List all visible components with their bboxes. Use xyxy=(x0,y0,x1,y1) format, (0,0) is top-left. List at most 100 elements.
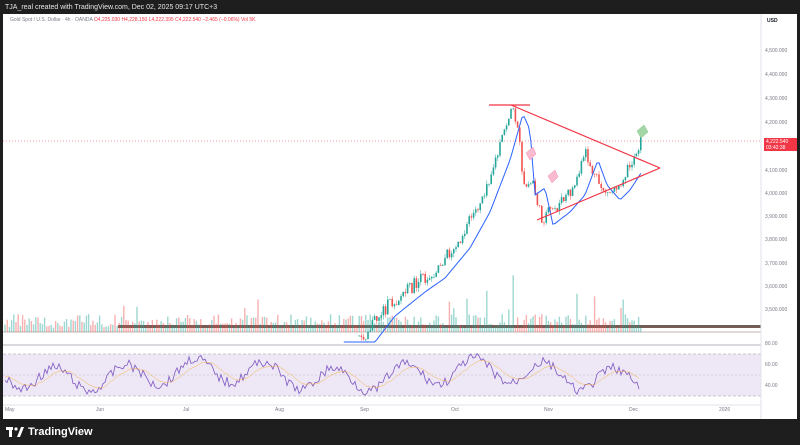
volume-bar xyxy=(96,322,99,332)
volume-bar xyxy=(266,317,268,332)
candle-body xyxy=(521,141,523,172)
candle-body xyxy=(514,108,517,122)
volume-bar xyxy=(118,323,121,332)
candle-body xyxy=(530,183,532,185)
volume-bar xyxy=(26,324,28,332)
price-tick: 4,100.000 xyxy=(765,168,788,174)
volume-bar xyxy=(329,314,332,332)
rsi-tick: 80.00 xyxy=(765,341,778,347)
candle-body xyxy=(395,304,398,305)
volume-bar xyxy=(618,327,620,332)
candles xyxy=(358,104,642,342)
volume-bar xyxy=(4,324,6,332)
volume-bar xyxy=(63,321,66,332)
candle-body xyxy=(479,203,481,211)
volume-bar xyxy=(149,327,151,332)
tradingview-logo[interactable]: TradingView xyxy=(6,425,93,439)
volume-bar xyxy=(59,325,61,332)
rsi-tick: 60.00 xyxy=(765,362,778,368)
candle-body xyxy=(497,155,499,158)
volume-bar xyxy=(235,322,237,332)
candle-body xyxy=(589,162,591,167)
candle-body xyxy=(637,150,640,154)
volume-bar xyxy=(593,296,596,332)
volume-bar xyxy=(98,315,101,332)
rsi-line xyxy=(4,352,640,396)
price-plot[interactable] xyxy=(3,14,797,419)
volume-bar xyxy=(505,326,508,332)
volume-bar xyxy=(327,321,330,332)
volume-bar xyxy=(409,324,411,332)
volume-bar xyxy=(483,317,486,332)
candle-body xyxy=(549,207,552,209)
volume-bar xyxy=(321,320,323,332)
volume-bar xyxy=(431,325,433,332)
volume-bar xyxy=(57,323,59,332)
volume-bar xyxy=(435,315,437,332)
symbol-legend[interactable]: Gold Spot / U.S. Dollar · 4h · OANDA O4,… xyxy=(10,17,255,23)
volume-bar xyxy=(354,324,356,332)
volume-bar xyxy=(41,324,44,332)
volume-bar xyxy=(446,327,448,332)
volume-bar xyxy=(140,320,143,332)
volume-bar xyxy=(274,322,277,332)
time-tick: 2026 xyxy=(719,407,731,413)
volume-bar xyxy=(263,316,266,332)
volume-bar xyxy=(206,327,209,332)
volume-bar xyxy=(343,318,345,332)
volume-bar xyxy=(233,326,235,332)
candle-body xyxy=(492,167,495,175)
volume-bar xyxy=(347,318,349,332)
candle-body xyxy=(609,192,611,193)
volume-bar xyxy=(81,321,83,332)
ohlc-values: O4,225.030 H4,228.150 L4,222.395 C4,222.… xyxy=(93,17,240,23)
volume-bar xyxy=(147,321,149,332)
price-tick: 4,000.000 xyxy=(765,191,788,197)
volume-bar xyxy=(13,314,15,332)
volume-bar xyxy=(252,317,255,332)
volume-bar xyxy=(332,327,334,332)
candle-body xyxy=(457,241,459,248)
candle-body xyxy=(404,291,407,294)
volume-profile-band xyxy=(118,325,761,328)
candle-body xyxy=(560,197,563,203)
candle-body xyxy=(446,249,448,258)
candle-body xyxy=(417,281,420,288)
candle-body xyxy=(611,191,613,193)
volume-bar xyxy=(292,327,294,332)
volume-bar xyxy=(475,315,477,332)
volume-bar xyxy=(294,320,297,332)
candle-body xyxy=(468,216,470,224)
volume-bar xyxy=(464,327,466,332)
volume-bar xyxy=(554,319,556,332)
volume-bar xyxy=(32,324,35,332)
volume-bar xyxy=(314,321,316,332)
candle-body xyxy=(483,195,486,197)
tradingview-logo-icon xyxy=(6,427,24,437)
volume-bar xyxy=(167,316,169,332)
candle-body xyxy=(481,196,484,204)
candle-body xyxy=(453,249,455,254)
volume-bar xyxy=(301,320,303,332)
time-tick: Jun xyxy=(96,407,105,413)
volume-bar xyxy=(530,318,532,332)
volume-bar xyxy=(303,320,305,332)
volume-bar xyxy=(369,314,371,332)
candle-body xyxy=(461,236,464,244)
price-tick: 3,800.000 xyxy=(765,237,788,243)
last-price-tag[interactable]: 4,222.540 03:42:38 xyxy=(764,138,797,151)
candle-body xyxy=(362,336,365,340)
volume-bar xyxy=(272,323,275,332)
volume-bar xyxy=(246,315,248,332)
volume-bar xyxy=(591,325,594,332)
candle-body xyxy=(415,278,418,288)
chart-area[interactable]: Gold Spot / U.S. Dollar · 4h · OANDA O4,… xyxy=(3,14,797,419)
volume-bar xyxy=(439,324,442,332)
volume-bar xyxy=(351,315,354,332)
candle-body xyxy=(602,187,605,191)
price-tick: 3,500.000 xyxy=(765,307,788,313)
currency-label[interactable]: USD xyxy=(767,18,778,24)
volume-bar xyxy=(156,319,158,332)
candle-body xyxy=(532,181,534,184)
